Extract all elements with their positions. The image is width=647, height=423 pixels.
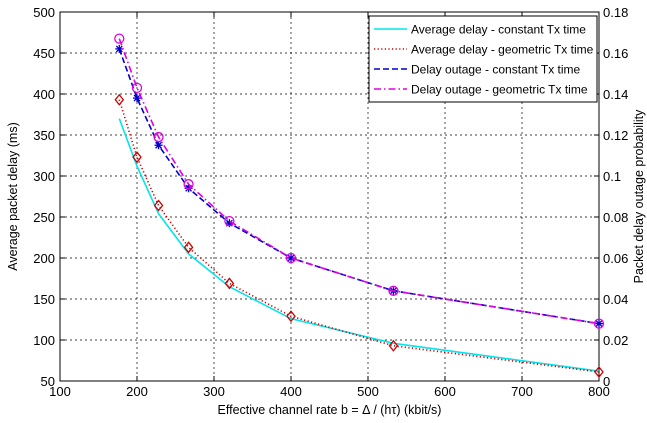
series-line: [118, 38, 600, 325]
y-right-tick-label: 0: [603, 374, 610, 389]
data-point-star: [133, 94, 141, 103]
legend-label: Delay outage - constant Tx time: [411, 63, 581, 77]
data-point-circle: [114, 33, 125, 44]
data-point-circle: [593, 318, 605, 329]
series-2: [114, 93, 604, 379]
data-point-star: [595, 319, 603, 328]
y-left-tick-label: 300: [33, 169, 55, 184]
y-right-tick-label: 0.12: [603, 128, 628, 143]
y-left-tick-label: 200: [33, 251, 55, 266]
y-right-tick-label: 0.02: [603, 333, 628, 348]
data-point-circle: [388, 285, 399, 296]
data-point-diamond: [183, 241, 194, 254]
y-right-tick-label: 0.14: [603, 87, 628, 102]
x-tick-label: 300: [203, 384, 225, 399]
data-point-diamond: [594, 365, 604, 379]
data-point-star: [115, 44, 124, 53]
y-right-tick-label: 0.1: [603, 169, 621, 184]
data-point-diamond: [286, 310, 296, 323]
series-group: [114, 33, 605, 379]
legend-label: Average delay - constant Tx time: [411, 23, 586, 37]
series-1: [118, 118, 600, 372]
y-axis-left-title: Average packet delay (ms): [6, 122, 20, 270]
y-right-tick-label: 0.08: [603, 210, 628, 225]
y-left-tick-label: 450: [33, 46, 55, 61]
plot-frame: [59, 11, 600, 382]
legend-label: Average delay - geometric Tx time: [411, 43, 594, 57]
legend-entry: Delay outage - constant Tx time: [374, 63, 581, 77]
data-point-circle: [153, 131, 164, 143]
data-point-circle: [224, 215, 235, 227]
y-right-tick-label: 0.18: [603, 5, 628, 20]
x-tick-label: 200: [126, 384, 148, 399]
series-line: [118, 118, 600, 372]
x-tick-label: 700: [511, 384, 533, 399]
y-left-tick-label: 100: [33, 333, 55, 348]
legend: Average delay - constant Tx time Average …: [368, 15, 598, 103]
legend-entry: Average delay - geometric Tx time: [374, 43, 594, 57]
data-point-star: [154, 141, 163, 150]
y-axis-right-title: Packet delay outage probability: [632, 109, 646, 283]
data-point-diamond: [388, 339, 399, 352]
y-left-tick-label: 150: [33, 292, 55, 307]
series-line: [118, 99, 600, 373]
legend-entry: Delay outage - geometric Tx time: [374, 83, 588, 97]
y-left-tick-label: 350: [33, 128, 55, 143]
data-point-diamond: [153, 199, 164, 212]
data-point-diamond: [114, 93, 125, 106]
legend-label: Delay outage - geometric Tx time: [411, 83, 588, 97]
y-left-tick-label: 50: [41, 374, 55, 389]
y-right-tick-label: 0.04: [603, 292, 628, 307]
x-tick-label: 800: [588, 384, 610, 399]
y-right-tick-label: 0.06: [603, 251, 628, 266]
x-tick-label: 500: [357, 384, 379, 399]
legend-entry: Average delay - constant Tx time: [374, 23, 586, 37]
data-point-circle: [285, 252, 297, 264]
data-point-diamond: [224, 277, 235, 290]
x-axis-title: Effective channel rate b = Δ / (hτ) (kbi…: [218, 403, 442, 417]
x-tick-label: 100: [49, 384, 71, 399]
y-left-tick-label: 400: [33, 87, 55, 102]
y-left-tick-label: 500: [33, 5, 55, 20]
data-point-circle: [131, 82, 143, 93]
y-right-tick-label: 0.16: [603, 46, 628, 61]
series-4: [114, 33, 605, 329]
x-tick-label: 400: [280, 384, 302, 399]
y-left-tick-label: 250: [33, 210, 55, 225]
x-tick-label: 600: [434, 384, 456, 399]
legend-box: [368, 15, 598, 103]
ticks: 100 200 300 400 500 600 700 8005010015020025030…: [33, 5, 628, 399]
data-point-diamond: [132, 151, 142, 164]
data-point-circle: [183, 179, 194, 190]
